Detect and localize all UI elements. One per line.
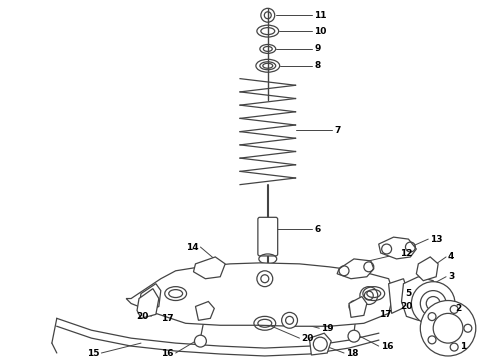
Circle shape bbox=[197, 306, 209, 318]
Text: 2: 2 bbox=[455, 304, 461, 313]
Text: 4: 4 bbox=[448, 252, 454, 261]
Text: 14: 14 bbox=[186, 243, 198, 252]
Text: 11: 11 bbox=[314, 11, 327, 20]
Polygon shape bbox=[379, 237, 416, 259]
Polygon shape bbox=[126, 263, 393, 326]
Text: 3: 3 bbox=[448, 272, 454, 281]
Circle shape bbox=[349, 301, 361, 312]
Text: 19: 19 bbox=[321, 324, 334, 333]
Text: 6: 6 bbox=[314, 225, 320, 234]
Text: 10: 10 bbox=[314, 27, 327, 36]
Polygon shape bbox=[196, 302, 214, 320]
Circle shape bbox=[412, 282, 455, 325]
Polygon shape bbox=[416, 257, 438, 281]
Text: 16: 16 bbox=[381, 342, 393, 351]
Text: 16: 16 bbox=[161, 348, 173, 357]
Polygon shape bbox=[337, 259, 374, 279]
Circle shape bbox=[428, 336, 436, 344]
Text: 17: 17 bbox=[379, 310, 392, 319]
Circle shape bbox=[428, 312, 436, 320]
Polygon shape bbox=[139, 284, 161, 314]
Circle shape bbox=[450, 343, 458, 351]
Circle shape bbox=[282, 312, 297, 328]
Polygon shape bbox=[194, 257, 225, 279]
Polygon shape bbox=[401, 277, 438, 320]
Text: 5: 5 bbox=[405, 289, 412, 298]
Polygon shape bbox=[137, 289, 159, 318]
Circle shape bbox=[450, 305, 458, 313]
FancyBboxPatch shape bbox=[258, 217, 278, 256]
Text: 18: 18 bbox=[346, 348, 359, 357]
Text: 20: 20 bbox=[301, 334, 314, 343]
Polygon shape bbox=[389, 279, 409, 314]
Text: 20: 20 bbox=[137, 312, 149, 321]
Circle shape bbox=[348, 330, 360, 342]
Circle shape bbox=[420, 301, 476, 356]
Polygon shape bbox=[349, 297, 367, 318]
Text: 12: 12 bbox=[400, 249, 413, 258]
Polygon shape bbox=[309, 333, 331, 355]
Text: 8: 8 bbox=[314, 61, 320, 70]
Text: 15: 15 bbox=[87, 348, 99, 357]
Text: 1: 1 bbox=[460, 342, 466, 351]
Circle shape bbox=[195, 335, 206, 347]
Text: 20: 20 bbox=[400, 302, 413, 311]
Text: 9: 9 bbox=[314, 44, 321, 53]
Circle shape bbox=[313, 337, 327, 351]
Text: 13: 13 bbox=[430, 235, 443, 244]
Text: 7: 7 bbox=[334, 126, 341, 135]
Circle shape bbox=[464, 324, 472, 332]
Text: 17: 17 bbox=[161, 314, 173, 323]
